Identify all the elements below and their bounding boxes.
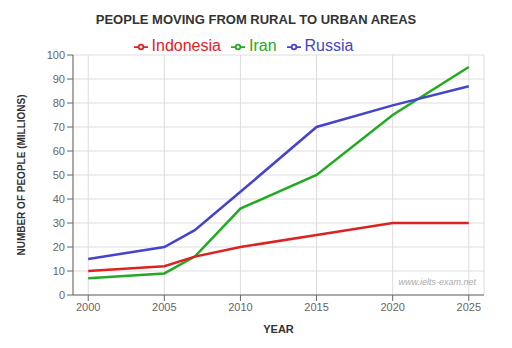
- svg-text:100: 100: [47, 49, 65, 61]
- svg-text:40: 40: [53, 193, 65, 205]
- svg-text:0: 0: [59, 289, 65, 301]
- svg-text:50: 50: [53, 169, 65, 181]
- svg-text:2015: 2015: [304, 301, 328, 313]
- svg-text:20: 20: [53, 241, 65, 253]
- svg-text:2000: 2000: [76, 301, 100, 313]
- svg-text:2020: 2020: [380, 301, 404, 313]
- svg-text:YEAR: YEAR: [263, 323, 294, 335]
- html-text:PEOPLE MOVING FROM RURAL TO UR: PEOPLE MOVING FROM RURAL TO URBAN AREAS: [95, 12, 417, 27]
- svg-text:80: 80: [53, 97, 65, 109]
- html-text:Russia: Russia: [304, 37, 354, 54]
- svg-text:2010: 2010: [228, 301, 252, 313]
- svg-text:2005: 2005: [152, 301, 176, 313]
- svg-text:60: 60: [53, 145, 65, 157]
- svg-text:90: 90: [53, 73, 65, 85]
- svg-text:10: 10: [53, 265, 65, 277]
- html-text:www.ielts-exam.net: www.ielts-exam.net: [398, 277, 476, 287]
- html-text:Iran: Iran: [249, 37, 277, 54]
- svg-text:NUMBER OF PEOPLE (MILLIONS): NUMBER OF PEOPLE (MILLIONS): [16, 94, 27, 255]
- svg-text:2025: 2025: [457, 301, 481, 313]
- html-text:Indonesia: Indonesia: [151, 37, 221, 54]
- svg-text:30: 30: [53, 217, 65, 229]
- svg-text:70: 70: [53, 121, 65, 133]
